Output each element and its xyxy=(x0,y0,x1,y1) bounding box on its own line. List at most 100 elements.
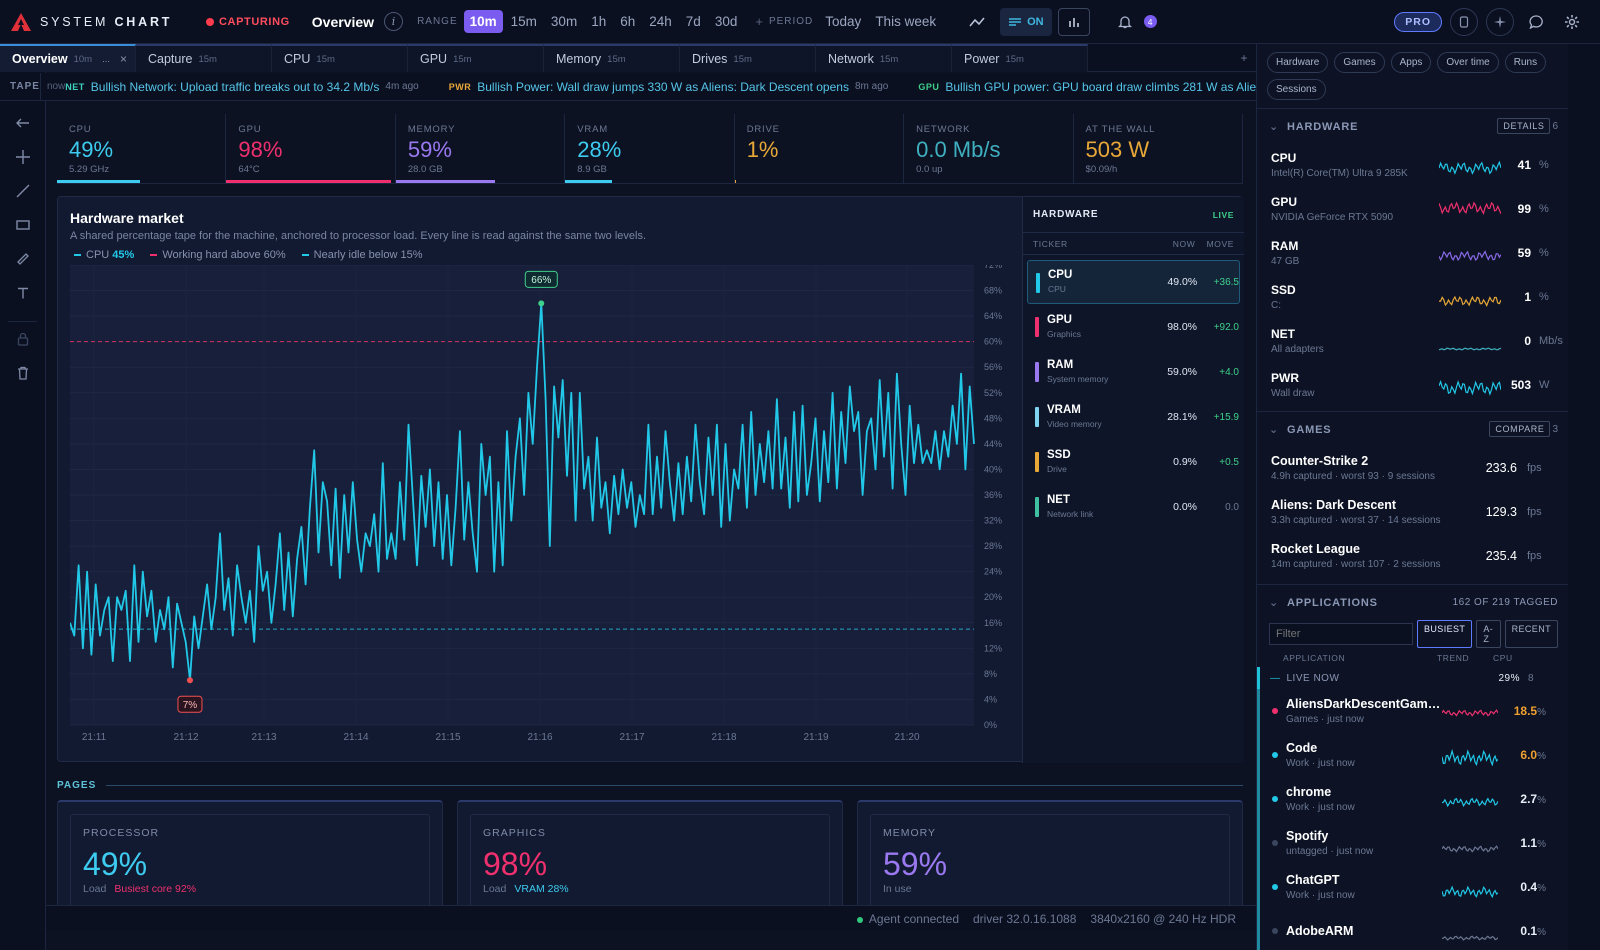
sparkle-icon[interactable] xyxy=(1486,7,1514,36)
chevron-down-icon[interactable]: ⌄ xyxy=(1269,423,1280,436)
hardware-row-cpu[interactable]: CPU Intel(R) Core(TM) Ultra 9 285K 41% xyxy=(1257,143,1568,187)
page-card-graphics[interactable]: GRAPHICS 98% Load VRAM 28% xyxy=(457,800,843,920)
rectangle-icon[interactable] xyxy=(0,208,46,242)
app-row[interactable]: Spotify untagged · just now 1.1% xyxy=(1257,821,1568,865)
low-point[interactable] xyxy=(186,677,193,684)
stat-vram[interactable]: VRAM 28% 8.9 GB xyxy=(565,114,735,183)
hardware-row-ram[interactable]: RAM 47 GB 59% xyxy=(1257,231,1568,275)
ticker-row-gpu[interactable]: GPU Graphics 98.0% +92.0 xyxy=(1027,305,1240,349)
range-10m[interactable]: 10m xyxy=(463,10,503,33)
chevron-down-icon[interactable]: ⌄ xyxy=(1269,596,1280,609)
peak-point[interactable] xyxy=(538,300,545,307)
capturing-indicator[interactable]: CAPTURING xyxy=(206,16,290,28)
tab-close-icon[interactable]: × xyxy=(119,52,127,66)
range-6h[interactable]: 6h xyxy=(620,14,636,29)
trash-icon[interactable] xyxy=(0,356,46,390)
stat-network[interactable]: NETWORK 0.0 Mb/s 0.0 up xyxy=(904,114,1074,183)
tape-item[interactable]: NET Bullish Network: Upload traffic break… xyxy=(65,80,418,94)
chevron-down-icon[interactable]: ⌄ xyxy=(1269,120,1280,133)
bar-chart-icon[interactable] xyxy=(1057,7,1090,36)
ticker-row-ssd[interactable]: SSD Drive 0.9% +0.5 xyxy=(1027,440,1240,484)
add-tab-icon[interactable]: + xyxy=(1240,50,1248,65)
sort-recent[interactable]: RECENT xyxy=(1504,620,1558,648)
tab-capture[interactable]: Capture 15m xyxy=(136,44,272,72)
sort-a-z[interactable]: A-Z xyxy=(1476,620,1501,648)
chip-over-time[interactable]: Over time xyxy=(1437,52,1499,73)
ticker-row-vram[interactable]: VRAM Video memory 28.1% +15.9 xyxy=(1027,395,1240,439)
text-tool-icon[interactable] xyxy=(0,276,46,310)
tab-cpu[interactable]: CPU 15m xyxy=(272,44,408,72)
page-card-memory[interactable]: MEMORY 59% In use xyxy=(857,800,1243,920)
game-row[interactable]: Aliens: Dark Descent 3.3h captured · wors… xyxy=(1257,490,1568,534)
app-row[interactable]: AliensDarkDescentGame... Games · just now… xyxy=(1257,689,1568,733)
page-card-processor[interactable]: PROCESSOR 49% Load Busiest core 92% xyxy=(57,800,443,920)
stat-drive[interactable]: DRIVE 1% xyxy=(734,114,905,183)
tab-drives[interactable]: Drives 15m xyxy=(680,44,816,72)
games-section-header[interactable]: ⌄ GAMES COMPARE 3 xyxy=(1257,412,1568,446)
pro-badge[interactable]: PRO xyxy=(1394,11,1442,32)
period-this-week[interactable]: This week xyxy=(875,14,937,29)
tab-network[interactable]: Network 15m xyxy=(816,44,952,72)
ticker-row-ram[interactable]: RAM System memory 59.0% +4.0 xyxy=(1027,350,1240,394)
hardware-row-net[interactable]: NET All adapters 0 Mb/s xyxy=(1257,319,1568,363)
line-chart-icon[interactable] xyxy=(962,8,992,36)
ticker-row-cpu[interactable]: CPU CPU 49.0% +36.5 xyxy=(1027,260,1240,304)
hardware-row-pwr[interactable]: PWR Wall draw 503 W xyxy=(1257,363,1568,407)
device-icon[interactable] xyxy=(1450,7,1478,36)
cpu-line-chart[interactable]: 72% 68% 64% 60% 56% 52% 48% 44% 40% 36% 32% 28% 24% 2… xyxy=(70,265,1010,745)
bell-icon[interactable] xyxy=(1110,8,1140,36)
back-arrow-icon[interactable] xyxy=(0,106,46,140)
stat-cpu[interactable]: CPU 49% 5.29 GHz xyxy=(57,114,227,183)
stat-at-the-wall[interactable]: AT THE WALL 503 W $0.09/h xyxy=(1074,114,1243,183)
live-now-group[interactable]: — LIVE NOW 29% 8 xyxy=(1257,667,1568,689)
chat-icon[interactable] xyxy=(1522,8,1550,36)
hardware-section-header[interactable]: ⌄ HARDWARE DETAILS 6 xyxy=(1257,109,1568,143)
period-today[interactable]: Today xyxy=(825,14,862,29)
hardware-row-gpu[interactable]: GPU NVIDIA GeForce RTX 5090 99% xyxy=(1257,187,1568,231)
tab-memory[interactable]: Memory 15m xyxy=(544,44,680,72)
range-15m[interactable]: 15m xyxy=(510,14,537,29)
tape-item[interactable]: PWR Bullish Power: Wall draw jumps 330 W … xyxy=(449,80,889,94)
ticker-row-net[interactable]: NET Network link 0.0% 0.0 xyxy=(1027,485,1240,529)
app-filter-input[interactable] xyxy=(1269,623,1413,645)
tab-overview[interactable]: Overview 10m ... × xyxy=(0,44,136,72)
app-row[interactable]: ChatGPT Work · just now 0.4% xyxy=(1257,865,1568,909)
trend-line-icon[interactable] xyxy=(0,174,46,208)
details-button[interactable]: DETAILS xyxy=(1497,118,1551,134)
game-row[interactable]: Rocket League 14m captured · worst 107 · … xyxy=(1257,534,1568,578)
stat-gpu[interactable]: GPU 98% 64°C xyxy=(226,114,396,183)
info-icon[interactable]: i xyxy=(384,12,404,31)
scrollbar-track[interactable] xyxy=(1568,44,1600,950)
app-row[interactable]: AdobeARM 0.1% xyxy=(1257,909,1568,950)
chip-sessions[interactable]: Sessions xyxy=(1267,79,1326,100)
range-30d[interactable]: 30d xyxy=(714,14,738,29)
ruler-icon[interactable] xyxy=(0,242,46,276)
crosshair-icon[interactable] xyxy=(0,140,46,174)
add-range-button[interactable]: + xyxy=(755,14,763,29)
game-row[interactable]: Counter-Strike 2 4.9h captured · worst 93… xyxy=(1257,446,1568,490)
hardware-row-ssd[interactable]: SSD C: 1% xyxy=(1257,275,1568,319)
settings-gear-icon[interactable] xyxy=(1558,8,1586,36)
chip-hardware[interactable]: Hardware xyxy=(1267,52,1329,73)
chip-runs[interactable]: Runs xyxy=(1504,52,1547,73)
stat-memory[interactable]: MEMORY 59% 28.0 GB xyxy=(395,114,566,183)
tab-gpu[interactable]: GPU 15m xyxy=(408,44,544,72)
legend-cpu[interactable]: CPU 45% xyxy=(74,249,134,261)
range-1h[interactable]: 1h xyxy=(591,14,607,29)
overlay-toggle[interactable]: ON xyxy=(1000,7,1052,36)
applications-section-header[interactable]: ⌄ APPLICATIONS 162 OF 219 TAGGED xyxy=(1257,585,1568,619)
chip-games[interactable]: Games xyxy=(1334,52,1385,73)
lock-icon[interactable] xyxy=(0,322,46,356)
app-logo[interactable]: SYSTEM CHART xyxy=(0,12,190,32)
chip-apps[interactable]: Apps xyxy=(1390,52,1432,73)
app-row[interactable]: Code Work · just now 6.0% xyxy=(1257,733,1568,777)
range-7d[interactable]: 7d xyxy=(685,14,701,29)
range-30m[interactable]: 30m xyxy=(550,14,578,29)
app-row[interactable]: chrome Work · just now 2.7% xyxy=(1257,777,1568,821)
tab-power[interactable]: Power 15m xyxy=(952,44,1088,72)
compare-button[interactable]: COMPARE xyxy=(1489,421,1551,437)
sort-busiest[interactable]: BUSIEST xyxy=(1417,620,1473,648)
range-24h[interactable]: 24h xyxy=(649,14,672,29)
tab-more-icon[interactable]: ... xyxy=(102,53,110,65)
tape-item[interactable]: GPU Bullish GPU power: GPU board draw cli… xyxy=(918,80,1256,94)
